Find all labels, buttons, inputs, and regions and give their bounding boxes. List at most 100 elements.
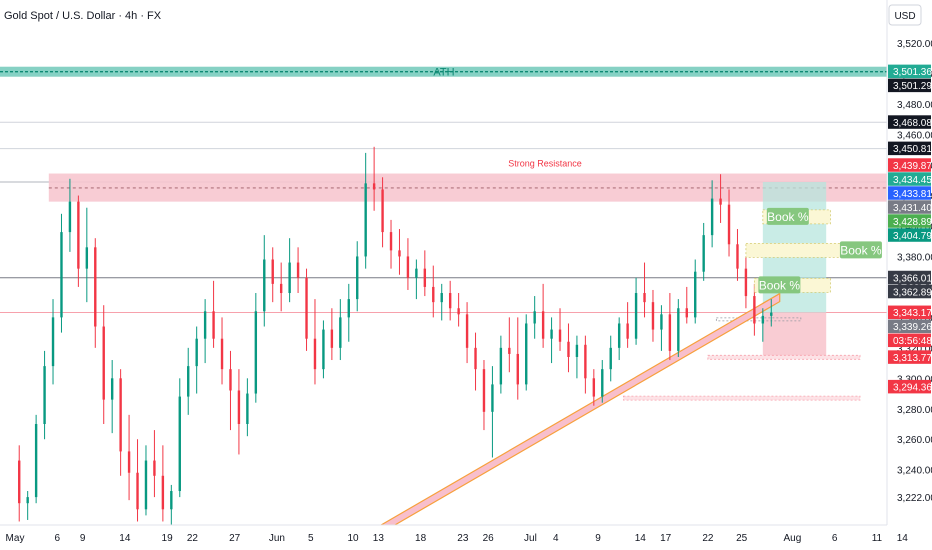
candle-body — [694, 271, 697, 318]
price-tag-label: 3,501.36 — [893, 67, 932, 78]
candle-body — [516, 353, 519, 385]
candle-body — [398, 250, 401, 257]
candle — [127, 414, 131, 501]
candle — [296, 247, 300, 294]
candle — [60, 213, 63, 333]
candle-body — [474, 347, 477, 370]
candle — [279, 262, 283, 312]
ath-label: ATH — [433, 67, 454, 79]
candle-body — [136, 472, 139, 510]
candle — [617, 317, 621, 361]
currency-button[interactable] — [888, 4, 922, 26]
candle-body — [296, 262, 300, 278]
price-tag — [888, 115, 931, 129]
price-tag-label: 3,431.40 — [893, 203, 932, 214]
price-tag-label: 3,366.01 — [893, 273, 932, 284]
candle — [220, 317, 224, 385]
candle — [18, 445, 21, 522]
candle — [465, 302, 469, 364]
time-tick-label: 19 — [162, 533, 174, 544]
price-tag — [888, 141, 931, 156]
price-tag — [888, 270, 931, 285]
candle — [567, 323, 570, 373]
price-tag — [888, 64, 931, 79]
candle — [271, 247, 274, 303]
time-tick-label: 22 — [702, 533, 714, 544]
candle-body — [448, 293, 452, 309]
candle-body — [60, 232, 63, 318]
candle-body — [457, 308, 460, 315]
candle — [237, 369, 241, 455]
price-tick-label: 3,480.00 — [897, 100, 932, 111]
candle — [389, 219, 393, 269]
candle-body — [187, 366, 190, 397]
candle-body — [432, 286, 435, 303]
candle-body — [229, 369, 232, 391]
candle-body — [237, 390, 241, 424]
candle — [229, 350, 232, 431]
book-label: Book % — [840, 243, 882, 257]
candle — [575, 335, 579, 379]
price-tag — [888, 186, 931, 200]
candle — [288, 238, 291, 303]
candle-body — [558, 329, 562, 342]
candle — [525, 314, 528, 391]
price-tag — [888, 158, 931, 172]
candle — [119, 369, 122, 476]
candle-body — [601, 369, 604, 397]
book-label: Book % — [767, 210, 809, 224]
candle — [144, 445, 148, 516]
price-tag — [888, 305, 931, 320]
candle-body — [356, 256, 359, 300]
price-tag-label: 3,343.17 — [893, 308, 932, 319]
time-tick-label: 17 — [660, 533, 672, 544]
price-tick-label: 3,240.00 — [897, 466, 932, 477]
candle-body — [617, 323, 621, 348]
candle — [685, 286, 688, 324]
candle — [51, 299, 55, 385]
candle-body — [719, 198, 722, 205]
price-tag-label: 3,434.45 — [893, 175, 932, 186]
strong-resistance-zone — [48, 173, 888, 202]
candle — [381, 177, 384, 248]
candle-body — [406, 256, 410, 278]
candle-body — [550, 329, 553, 339]
time-tick-label: 27 — [229, 533, 241, 544]
price-tag-label: 3,501.29 — [893, 81, 932, 92]
candle — [330, 308, 334, 361]
candle-body — [744, 268, 748, 297]
price-tag-label: 3,313.77 — [893, 353, 932, 364]
support-box — [623, 395, 861, 401]
candle-body — [533, 311, 536, 324]
candle-body — [389, 232, 393, 251]
candle-body — [626, 323, 629, 339]
candle-body — [178, 396, 181, 492]
candle — [736, 229, 739, 281]
candle — [457, 293, 460, 327]
candle-body — [372, 183, 376, 190]
time-tick-label: 23 — [457, 533, 469, 544]
book-badge — [839, 241, 882, 259]
candle-body — [305, 277, 308, 339]
candle-body — [347, 299, 350, 318]
book-badge — [758, 276, 801, 294]
candle-body — [68, 201, 72, 233]
candle — [694, 259, 697, 324]
candle — [372, 146, 376, 211]
candle — [499, 335, 503, 394]
price-tag — [888, 319, 931, 334]
candle-body — [499, 347, 503, 385]
candle — [68, 178, 72, 252]
candle — [102, 305, 105, 424]
price-tag-label: 3,439.87 — [893, 161, 932, 172]
candle-body — [567, 341, 570, 357]
candle — [187, 347, 190, 415]
price-tag-label: 3,433.81 — [893, 189, 932, 200]
support-box — [715, 317, 802, 322]
time-tick-label: 9 — [80, 533, 86, 544]
candle — [254, 293, 258, 403]
candle — [550, 317, 553, 364]
candle — [263, 235, 266, 327]
